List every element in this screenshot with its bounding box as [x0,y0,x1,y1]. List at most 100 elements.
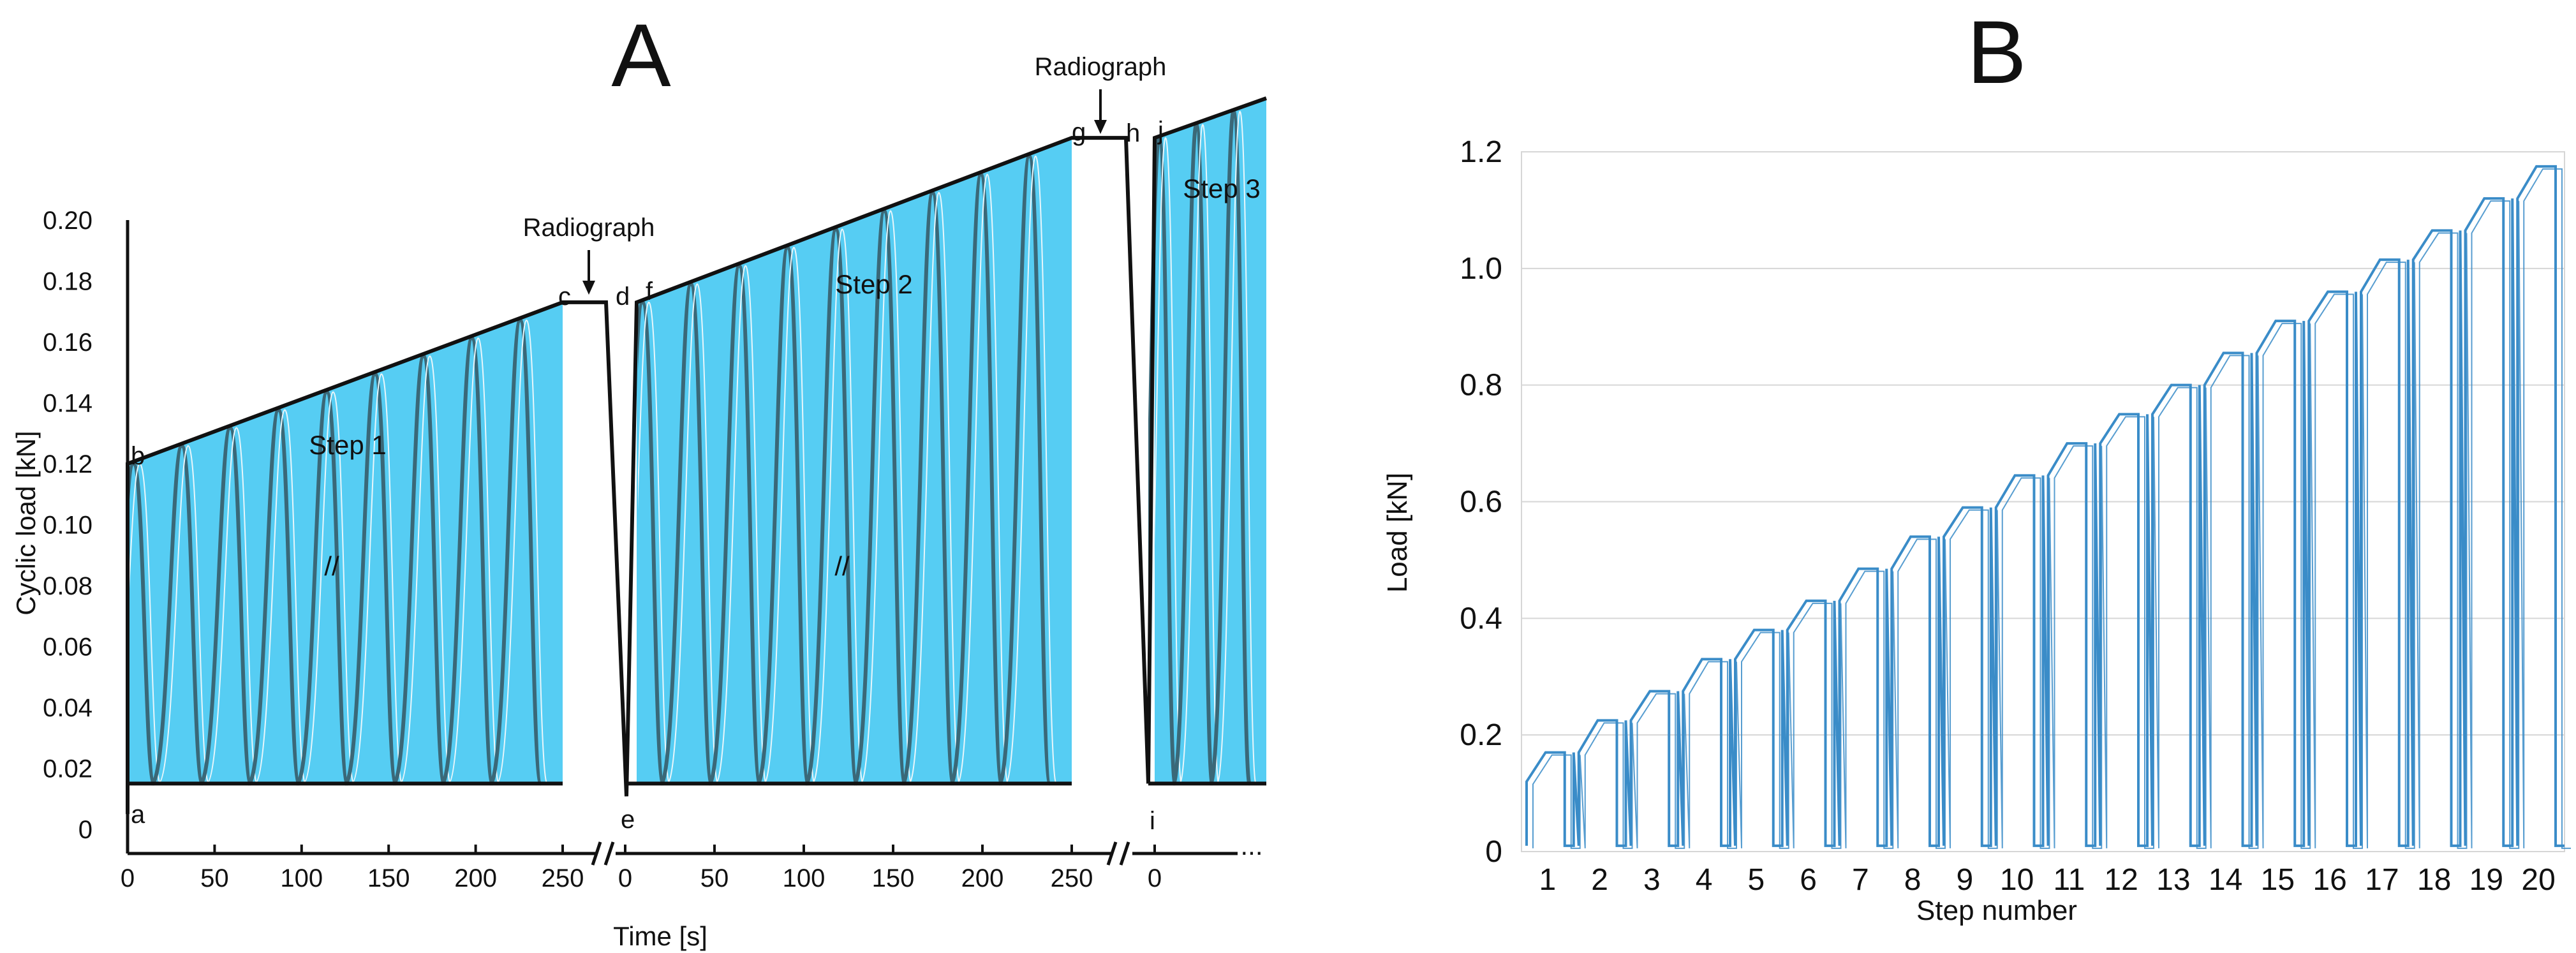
panel-a-y-tick-0.10: 0.10 [43,512,93,540]
point-label-h: h [1126,119,1140,147]
step-3-cycle-highlight [1216,110,1257,785]
radiograph-arrow-head-2 [1094,120,1107,134]
panel-b-x-tick-13: 13 [2156,863,2190,897]
axis-break-1a [591,841,602,866]
panel-a-x-tick-3-0: 0 [1148,864,1162,892]
panel-b-x-tick-15: 15 [2261,863,2295,897]
point-label-i: i [1150,807,1155,835]
panel-b-y-tick-0.2: 0.2 [1460,718,1502,752]
step-1-cycle-highlight [205,427,258,785]
step-1-cycle-highlight [157,445,210,785]
step-3-cycle-highlight [1179,124,1220,785]
step-1-cycle-highlight [351,373,403,785]
panel-b-x-tick-3: 3 [1643,863,1661,897]
panel-b-x-tick-6: 6 [1800,863,1817,897]
step-1-cycle [128,461,156,786]
point-label-j: j [1157,117,1164,145]
step-1-cycle [198,425,253,786]
step-2-cycle-highlight [860,210,912,785]
panel-b-x-tick-17: 17 [2365,863,2399,897]
radiograph-annotation-1: Radiograph [523,214,655,242]
step-2-cycle [638,300,665,786]
panel-a-x-tick-1-250: 250 [542,864,584,892]
panel-b-x-tick-12: 12 [2104,863,2138,897]
point-label-c: c [558,283,571,311]
panel-a-y-tick-0.14: 0.14 [43,390,93,418]
panel-a-x-tick-1-50: 50 [200,864,229,892]
panel-b-x-tick-10: 10 [2000,863,2034,897]
panel-b: 1.21.00.80.60.40.20 1 2 3 4 5 6 7 8 9 10 11 12 13 14 1… [1382,135,2571,926]
panel-b-x-tick-16: 16 [2313,863,2346,897]
panel-a-y-tick-0.20: 0.20 [43,207,93,235]
panel-a-letter: A [611,5,671,105]
step-2-cycle-highlight [811,228,864,785]
axis-break-2a [1106,841,1118,866]
panel-b-x-tick-9: 9 [1957,863,1974,897]
panel-a-x-tick-2-50: 50 [700,864,729,892]
panel-b-plot-frame [1521,151,2565,852]
panel-b-y-tick-labels: 1.2 1.0 0.8 0.6 0.4 0.2 0 [1460,135,1502,869]
step-1-cycle-highlight [496,320,548,785]
break-mark-step-2: // [834,551,850,581]
step-1-cycle [343,372,398,786]
panel-a-y-tick-0.06: 0.06 [43,633,93,661]
panel-b-x-axis-label: Step number [1916,895,2077,926]
panel-a-y-tick-0.02: 0.02 [43,755,93,783]
step-1-cycle [246,408,301,786]
panel-a-y-tick-0.18: 0.18 [43,268,93,296]
step-1-cycle [149,443,205,786]
panel-b-x-tick-11: 11 [2053,863,2085,897]
panel-a-x-tick-2-200: 200 [961,864,1004,892]
panel-b-x-tick-labels: 1 2 3 4 5 6 7 8 9 10 11 12 13 14 15 16 17 18 19 20 [1539,863,2556,897]
step-2-cycle [804,227,859,786]
panel-b-y-axis-label: Load [kN] [1382,473,1413,593]
step-1-cycle [440,336,495,786]
panel-b-x-tick-14: 14 [2209,863,2242,897]
panel-a-y-axis-label: Cyclic load [kN] [11,431,41,615]
step-1-cycle-highlight [447,337,500,785]
panel-a-y-tick-0.12: 0.12 [43,450,93,478]
panel-a-y-tick-0.04: 0.04 [43,694,93,722]
point-label-g: g [1072,118,1086,146]
panel-b-load-line [1525,165,2565,847]
radiograph-annotation-2: Radiograph [1035,53,1167,81]
panel-b-x-tick-19: 19 [2469,863,2503,897]
step-1-label: Step 1 [309,430,386,460]
panel-a-x-tick-labels: 0 50 100 150 200 250 0 50 100 150 200 250 0 [121,845,1162,892]
panel-a-x-tick-2-250: 250 [1051,864,1093,892]
panel-a-x-tick-1-150: 150 [367,864,410,892]
step-1-cycle [391,354,447,786]
panel-b-x-tick-18: 18 [2417,863,2451,897]
step-1-cycle [488,318,543,786]
panel-b-x-tick-1: 1 [1539,863,1557,897]
step-1-cycle [295,390,350,786]
panel-a-y-tick-0: 0 [78,816,93,844]
step-2-cycle [949,172,1004,786]
step-1-cycle-highlight [128,462,161,785]
step-1-load-region [128,302,563,784]
panel-b-x-tick-2: 2 [1591,863,1608,897]
panel-b-x-tick-4: 4 [1696,863,1713,897]
panel-a-y-tick-0.08: 0.08 [43,572,93,600]
point-label-e: e [621,806,635,834]
step-1-cycle-highlight [302,391,355,785]
panel-b-y-tick-0.6: 0.6 [1460,485,1502,519]
radiograph-arrow-head-1 [582,281,595,295]
point-label-f: f [646,277,653,306]
panel-b-x-tick-5: 5 [1748,863,1765,897]
step-2-cycle-highlight [638,301,670,785]
panel-b-y-tick-1.0: 1.0 [1460,252,1502,286]
step-3-cycle-highlight [1148,137,1183,785]
panel-a-x-tick-2-0: 0 [618,864,632,892]
panel-b-x-tick-7: 7 [1852,863,1869,897]
panel-a-x-tick-1-0: 0 [121,864,135,892]
step-2-cycle [658,282,714,786]
panel-a-y-tick-labels: 0.20 0.18 0.16 0.14 0.12 0.10 0.08 0.06 0.04 0.02… [43,207,93,844]
step-3-label: Step 3 [1183,174,1260,203]
axis-break-2b [1119,841,1130,866]
point-label-b: b [131,442,145,470]
panel-a-x-axis-label: Time [s] [613,921,707,951]
panel-a-x-tick-1-100: 100 [280,864,323,892]
panel-a-x-tick-2-150: 150 [872,864,915,892]
